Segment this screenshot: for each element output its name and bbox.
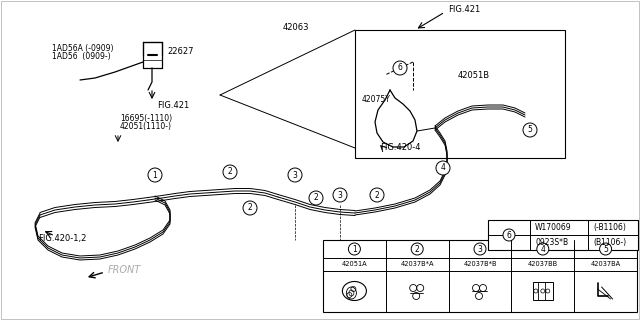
Text: 16695(-1110): 16695(-1110)	[120, 114, 172, 123]
Text: 42037BA: 42037BA	[591, 261, 621, 268]
Text: 42051(1110-): 42051(1110-)	[120, 123, 172, 132]
Circle shape	[503, 229, 515, 241]
Text: FIG.421: FIG.421	[448, 5, 480, 14]
Text: (-B1106): (-B1106)	[593, 223, 626, 232]
Text: 6: 6	[507, 230, 511, 239]
Text: 42051B: 42051B	[458, 70, 490, 79]
Text: 42075Y: 42075Y	[362, 95, 391, 105]
Text: 42037BB: 42037BB	[528, 261, 558, 268]
Text: FIG.420-1,2: FIG.420-1,2	[38, 234, 86, 243]
Text: 42037B*B: 42037B*B	[463, 261, 497, 268]
Text: 42037B*A: 42037B*A	[401, 261, 434, 268]
Text: 1AD56  (0909-): 1AD56 (0909-)	[52, 52, 111, 61]
Text: W170069: W170069	[535, 223, 572, 232]
Text: 4: 4	[440, 164, 445, 172]
Circle shape	[537, 243, 548, 255]
Circle shape	[148, 168, 162, 182]
Bar	[532, 282, 553, 300]
Text: 2: 2	[248, 204, 252, 212]
Text: 42063: 42063	[283, 23, 310, 33]
Circle shape	[436, 161, 450, 175]
Text: 3: 3	[477, 244, 483, 253]
Text: FRONT: FRONT	[108, 265, 141, 275]
Text: 42051A: 42051A	[342, 261, 367, 268]
Text: 22627: 22627	[167, 47, 193, 57]
Text: 2: 2	[314, 194, 318, 203]
Circle shape	[370, 188, 384, 202]
Text: 2: 2	[415, 244, 420, 253]
Text: 2: 2	[228, 167, 232, 177]
Text: 5: 5	[527, 125, 532, 134]
Text: A420001489: A420001489	[588, 304, 637, 313]
Circle shape	[243, 201, 257, 215]
Bar	[355, 30, 565, 158]
Circle shape	[288, 168, 302, 182]
Text: 6: 6	[397, 63, 403, 73]
Bar	[323, 240, 637, 312]
Text: 1AD56A (-0909): 1AD56A (-0909)	[52, 44, 113, 52]
Text: FIG.420-4: FIG.420-4	[380, 143, 420, 153]
Text: (B1106-): (B1106-)	[593, 238, 626, 247]
Circle shape	[474, 243, 486, 255]
Text: 4: 4	[540, 244, 545, 253]
Bar	[488, 220, 638, 250]
Text: 2: 2	[374, 190, 380, 199]
Circle shape	[223, 165, 237, 179]
Text: 1: 1	[352, 244, 356, 253]
Text: FIG.421: FIG.421	[157, 101, 189, 110]
Text: 3: 3	[337, 190, 342, 199]
Circle shape	[309, 191, 323, 205]
Circle shape	[393, 61, 407, 75]
Text: 0923S*B: 0923S*B	[535, 238, 568, 247]
Circle shape	[348, 243, 360, 255]
Text: 3: 3	[292, 171, 298, 180]
Circle shape	[412, 243, 423, 255]
Text: 5: 5	[603, 244, 608, 253]
Text: 1: 1	[152, 171, 157, 180]
Circle shape	[333, 188, 347, 202]
Circle shape	[523, 123, 537, 137]
Circle shape	[600, 243, 612, 255]
